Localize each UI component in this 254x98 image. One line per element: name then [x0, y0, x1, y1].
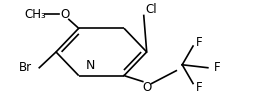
Text: CH₃: CH₃ [24, 8, 46, 21]
Text: F: F [213, 61, 220, 74]
Text: O: O [60, 8, 70, 21]
Text: Br: Br [19, 61, 32, 74]
Text: Cl: Cl [146, 3, 157, 16]
Text: N: N [85, 59, 95, 72]
Text: O: O [142, 81, 151, 94]
Text: F: F [196, 36, 202, 49]
Text: F: F [196, 81, 202, 94]
